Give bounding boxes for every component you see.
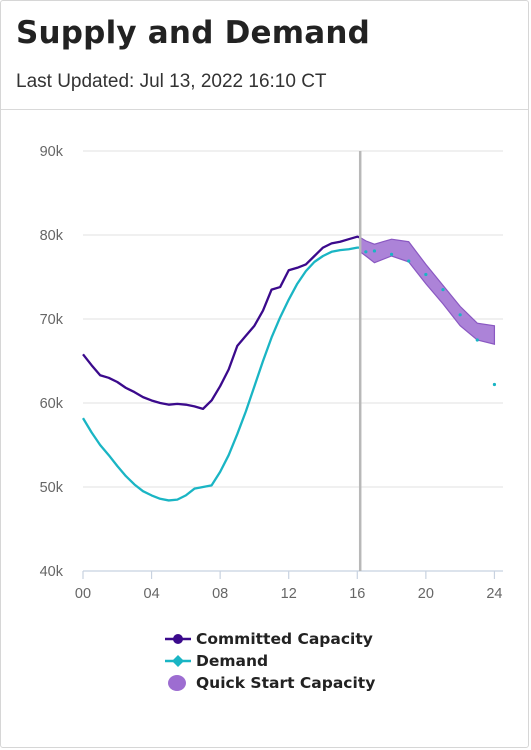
demand-forecast-point-3	[407, 259, 411, 263]
committed-capacity-line	[82, 235, 361, 411]
x-tick-label-16: 16	[349, 586, 365, 602]
page-title: Supply and Demand	[16, 15, 371, 51]
demand-forecast-point-7	[475, 338, 479, 342]
demand-forecast-point-1	[372, 249, 377, 253]
demand-forecast-point-6	[458, 313, 462, 317]
demand-forecast-point-0	[364, 250, 368, 254]
y-tick-label-90000: 90k	[40, 144, 64, 160]
chart-legend: Committed Capacity Demand Quick Start Ca…	[163, 628, 375, 694]
legend-label: Quick Start Capacity	[196, 674, 376, 692]
y-tick-label-80000: 80k	[40, 228, 64, 244]
x-tick-label-24: 24	[486, 586, 502, 602]
y-tick-label-60000: 60k	[40, 396, 64, 412]
grid-lines	[83, 150, 503, 488]
card-header: Supply and Demand Last Updated: Jul 13, …	[1, 1, 528, 110]
last-updated-text: Last Updated: Jul 13, 2022 16:10 CT	[16, 71, 327, 92]
x-tick-labels: 00 04 08 12 16 20 24	[75, 586, 503, 602]
demand-forecast-point-2	[389, 252, 394, 256]
supply-demand-chart: 40k 50k 60k 70k 80k 90k 00 04 08 12 16 20 24	[40, 144, 503, 602]
series-lines	[82, 235, 497, 502]
legend-label: Committed Capacity	[196, 630, 373, 648]
x-axis	[82, 570, 503, 579]
quick-start-capacity-band	[359, 236, 496, 345]
x-tick-label-12: 12	[281, 586, 297, 602]
committed-capacity-legend-icon	[163, 628, 193, 650]
y-tick-label-50000: 50k	[40, 480, 64, 496]
y-tick-label-40000: 40k	[40, 564, 64, 580]
demand-forecast-point-5	[441, 288, 445, 292]
demand-legend-icon	[163, 650, 193, 672]
legend-item-committed-capacity[interactable]: Committed Capacity	[163, 628, 375, 650]
x-tick-label-0: 00	[75, 586, 91, 602]
demand-forecast-point-8	[492, 382, 497, 387]
legend-item-demand[interactable]: Demand	[163, 650, 375, 672]
x-tick-label-8: 08	[212, 586, 228, 602]
quick-start-capacity-legend-icon	[163, 672, 193, 694]
x-tick-label-20: 20	[418, 586, 434, 602]
y-tick-label-70000: 70k	[40, 312, 64, 328]
legend-item-quick-start-capacity[interactable]: Quick Start Capacity	[163, 672, 375, 694]
legend-label: Demand	[196, 652, 269, 670]
demand-line	[82, 246, 361, 502]
quick-start-band-layer	[359, 236, 496, 345]
demand-forecast-point-4	[424, 272, 428, 277]
y-tick-labels: 40k 50k 60k 70k 80k 90k	[40, 144, 64, 580]
x-tick-label-4: 04	[144, 586, 160, 602]
